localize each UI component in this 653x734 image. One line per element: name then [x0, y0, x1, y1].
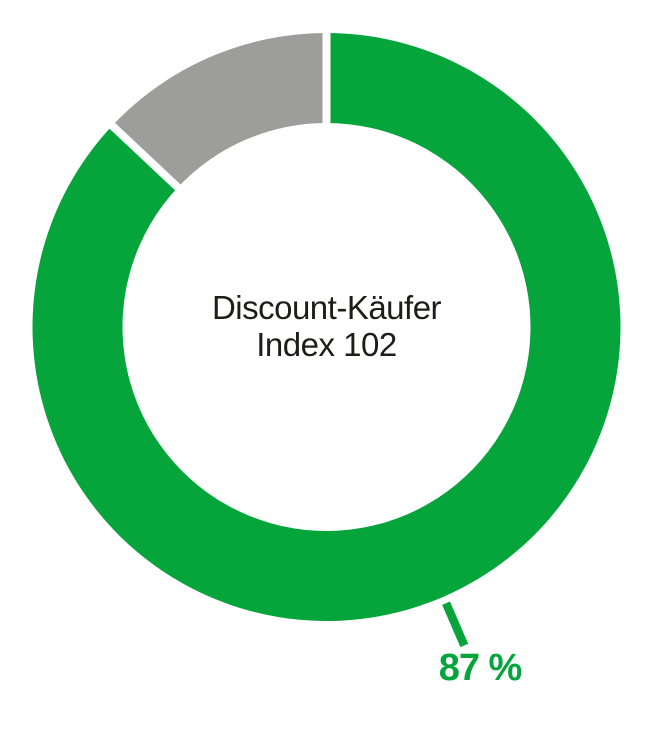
slice-divider — [105, 119, 185, 194]
center-label-line1: Discount-Käufer — [211, 289, 442, 326]
donut-center-label: Discount-Käufer Index 102 — [0, 289, 653, 363]
donut-slice — [32, 33, 621, 621]
donut-slice — [112, 33, 327, 188]
donut-slices — [32, 33, 621, 621]
center-label-line2: Index 102 — [256, 326, 397, 363]
callout-label: 87 % — [438, 647, 523, 689]
slice-dividers — [105, 28, 331, 194]
callout-leader-line — [442, 601, 469, 648]
